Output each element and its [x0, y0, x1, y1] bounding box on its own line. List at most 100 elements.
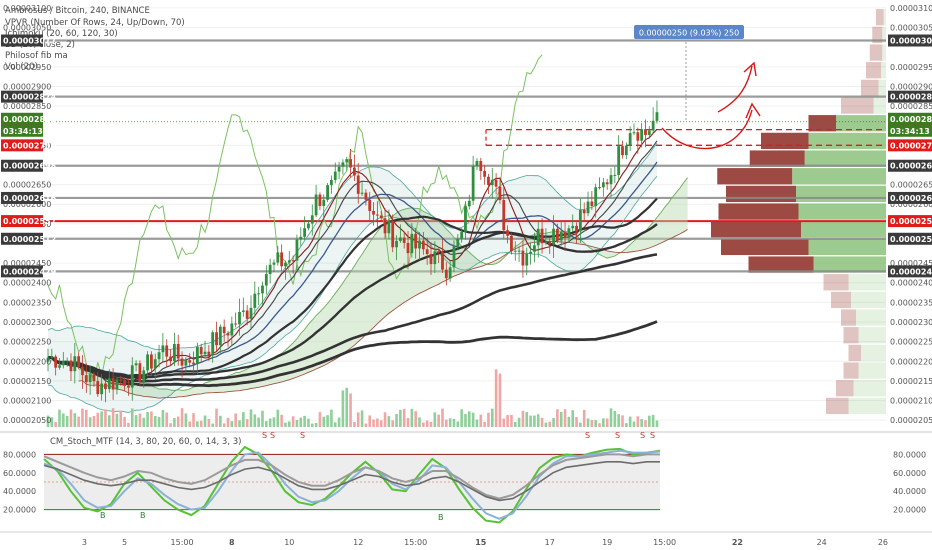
right-axis-tick: 0.00002850 [890, 102, 932, 111]
candle-body [567, 228, 571, 238]
volume-bar [138, 413, 142, 427]
volume-bar [498, 373, 502, 427]
drawing-annotations[interactable] [661, 42, 761, 150]
left-price-axis[interactable]: 0.00003100 0.00003050 0.00002950 0.00002900… [1, 4, 57, 425]
volume-bar [395, 413, 398, 427]
oscillator-axis[interactable]: 80.0000 80.0000 60.0000 60.0000 40.0000 40.00… [3, 450, 926, 514]
indicator-ichimoku[interactable]: Ichimoku (20, 60, 120, 30) [5, 29, 118, 39]
vp-up-bar [856, 309, 886, 326]
vp-down-bar [848, 344, 861, 362]
indicator-vpvr[interactable]: VPVR (Number Of Rows, 24, Up/Down, 70) [5, 18, 185, 28]
candle-body [421, 240, 425, 250]
vp-down-bar [869, 44, 883, 61]
level-price-label: 0.00002874 [3, 93, 57, 102]
stoch-series-line [43, 461, 660, 502]
candle-body [249, 307, 253, 319]
price-range-measure[interactable]: 0.00000250 (9.03%) 250 [634, 25, 744, 39]
candle-body [123, 379, 126, 386]
right-price-axis[interactable]: 0.00003100 0.00003050 0.00002950 0.00002900… [888, 4, 932, 425]
volume-bar [475, 419, 479, 427]
candle-body [81, 367, 84, 376]
volume-bar [127, 422, 130, 427]
volume-bar [644, 420, 647, 427]
candlesticks[interactable] [46, 100, 659, 403]
candle-body [437, 251, 441, 253]
candle-body [150, 354, 153, 369]
volume-bar [429, 421, 433, 427]
candle-body [513, 250, 517, 252]
volume-bar [437, 414, 440, 427]
osc-left-tick: 40.0000 [3, 487, 36, 496]
volume-bar [613, 410, 617, 427]
candle-body [559, 232, 563, 241]
measure-label: 0.00000250 (9.03%) 250 [639, 29, 739, 38]
vp-up-bar [882, 44, 886, 61]
volume-bar [176, 416, 180, 427]
candle-body [375, 214, 379, 216]
last-price-label: 0.00002810 [3, 115, 57, 124]
candle-body [284, 262, 287, 267]
candle-body [303, 228, 307, 237]
indicator-fib-ma[interactable]: Philosof fib ma [5, 51, 68, 61]
osc-right-tick: 40.0000 [893, 487, 926, 496]
volume-bar [199, 420, 203, 427]
candle-body [264, 274, 268, 286]
candle-body [73, 356, 77, 372]
right-axis-tick: 0.00002400 [890, 279, 932, 288]
volume-bar [410, 408, 414, 427]
candle-body [498, 186, 502, 201]
projection-arc [661, 109, 753, 150]
candle-body [184, 360, 188, 366]
candle-body [452, 246, 456, 268]
volume-bar [387, 416, 391, 427]
candle-body [176, 343, 180, 359]
candle-body [383, 218, 387, 234]
volume-bar [445, 419, 448, 427]
volume-bar [391, 420, 394, 427]
volume-bar [146, 411, 149, 427]
vp-up-bar [883, 9, 886, 26]
volume-bar [161, 409, 165, 427]
volume-bar [180, 408, 184, 427]
bollinger-upper [47, 142, 658, 351]
volume-bar [433, 412, 437, 427]
vp-up-bar [878, 79, 886, 97]
volume-bar [119, 410, 123, 427]
time-axis[interactable]: 3 5 15:00 8 10 12 15:00 15 17 19 15:00 22 24 26 [0, 531, 932, 547]
volume-bar [69, 409, 73, 427]
candle-body [598, 187, 601, 189]
candle-body [84, 375, 88, 383]
level-price-label-bg [888, 265, 932, 278]
candle-body [130, 365, 134, 388]
symbol-title[interactable]: Ambrosus / Bitcoin, 240, BINANCE [5, 6, 150, 16]
candle-body [605, 182, 609, 185]
candle-body [467, 200, 471, 207]
candle-body [207, 351, 211, 356]
osc-left-tick: 80.0000 [3, 450, 36, 459]
volume-bar [153, 415, 157, 427]
left-axis-tick: 0.00002050 [3, 416, 51, 425]
indicator-volume[interactable]: Vol (20) [5, 62, 38, 72]
stoch-signal-marker: B [140, 511, 146, 520]
volume-bar [207, 418, 211, 427]
volume-bar [556, 409, 559, 427]
volume-bar [448, 418, 452, 427]
candle-body [238, 311, 241, 325]
vp-up-bar [792, 168, 886, 185]
volume-bar [234, 413, 237, 427]
candle-body [571, 225, 575, 229]
level-price-label-bg [1, 265, 43, 278]
left-axis-tick: 0.00002250 [3, 338, 51, 347]
volume-bar [261, 410, 264, 427]
right-axis-tick: 0.00002900 [890, 82, 932, 91]
candle-body [172, 343, 176, 362]
volume-bar [215, 408, 218, 427]
left-axis-tick: 0.00002100 [3, 397, 51, 406]
oscillator-title[interactable]: CM_Stoch_MTF (14, 3, 80, 20, 60, 0, 14, … [50, 437, 241, 447]
candle-body [506, 230, 509, 236]
volume-bar [399, 409, 402, 427]
left-axis-tick: 0.00002350 [3, 298, 51, 307]
vp-down-bar [841, 309, 856, 326]
left-axis-tick: 0.00002850 [3, 102, 51, 111]
